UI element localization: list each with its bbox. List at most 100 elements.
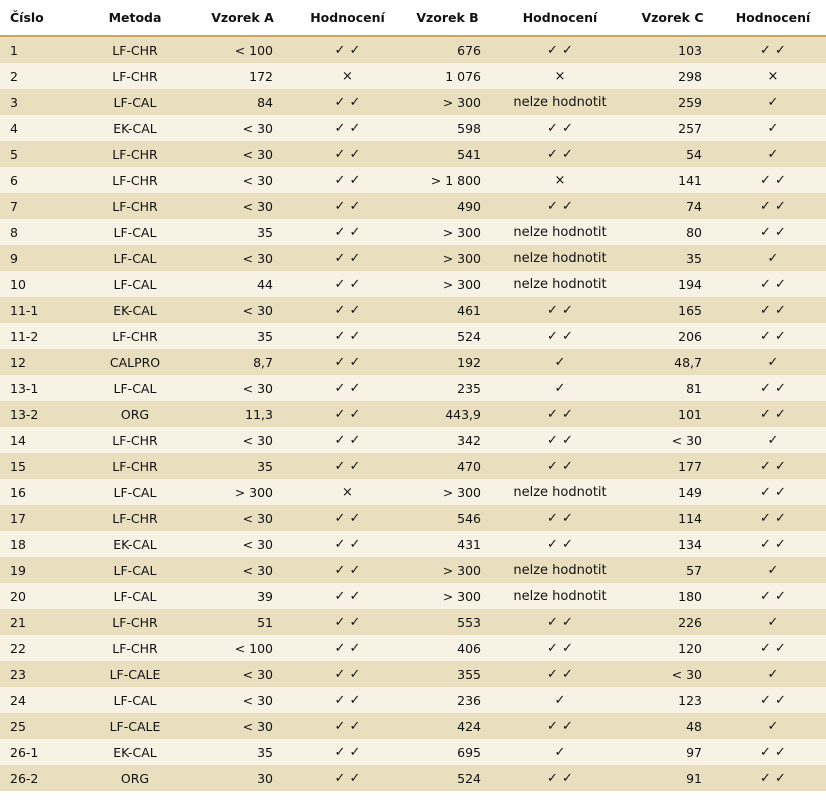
cell-vzorek-b: 553	[400, 609, 495, 635]
cell-hodnoceni-b: ✓ ✓	[495, 713, 625, 739]
cell-vzorek-a: 39	[190, 583, 295, 609]
table-row: 21 LF-CHR 51 ✓ ✓ 553 ✓ ✓ 226 ✓	[0, 609, 826, 635]
table-row: 17 LF-CHR < 30 ✓ ✓ 546 ✓ ✓ 114 ✓ ✓	[0, 505, 826, 531]
table-row: 3 LF-CAL 84 ✓ ✓ > 300 nelze hodnotit 259 ✓	[0, 89, 826, 115]
cell-vzorek-a: < 30	[190, 687, 295, 713]
cell-hodnoceni-c: ✓ ✓	[720, 193, 826, 219]
cell-hodnoceni-b: nelze hodnotit	[495, 557, 625, 583]
cell-vzorek-a: < 30	[190, 505, 295, 531]
cell-vzorek-b: > 300	[400, 479, 495, 505]
cell-hodnoceni-a: ✓ ✓	[295, 635, 400, 661]
cell-cislo: 13-1	[0, 375, 80, 401]
cell-cislo: 19	[0, 557, 80, 583]
cell-hodnoceni-c: ✓ ✓	[720, 531, 826, 557]
header-hodnoceni-c: Hodnocení	[720, 0, 826, 37]
table-row: 25 LF-CALE < 30 ✓ ✓ 424 ✓ ✓ 48 ✓	[0, 713, 826, 739]
cell-cislo: 13-2	[0, 401, 80, 427]
cell-hodnoceni-b: nelze hodnotit	[495, 245, 625, 271]
cell-vzorek-c: 81	[625, 375, 720, 401]
cell-hodnoceni-c: ✓ ✓	[720, 765, 826, 791]
cell-hodnoceni-a: ✓ ✓	[295, 219, 400, 245]
cell-metoda: LF-CAL	[80, 245, 190, 271]
cell-hodnoceni-a: ✓ ✓	[295, 193, 400, 219]
cell-hodnoceni-b: ✓	[495, 739, 625, 765]
cell-vzorek-c: 97	[625, 739, 720, 765]
cell-vzorek-a: 8,7	[190, 349, 295, 375]
cell-vzorek-b: 342	[400, 427, 495, 453]
cell-vzorek-b: > 300	[400, 583, 495, 609]
cell-hodnoceni-b: ✓ ✓	[495, 323, 625, 349]
cell-vzorek-c: 74	[625, 193, 720, 219]
cell-hodnoceni-a: ×	[295, 479, 400, 505]
cell-vzorek-a: < 30	[190, 661, 295, 687]
cell-vzorek-c: 35	[625, 245, 720, 271]
cell-metoda: LF-CAL	[80, 271, 190, 297]
cell-vzorek-a: < 30	[190, 245, 295, 271]
cell-cislo: 15	[0, 453, 80, 479]
cell-hodnoceni-b: ✓ ✓	[495, 661, 625, 687]
cell-hodnoceni-b: nelze hodnotit	[495, 219, 625, 245]
cell-hodnoceni-b: ✓ ✓	[495, 765, 625, 791]
header-vzorek-c: Vzorek C	[625, 0, 720, 37]
table-row: 11-2 LF-CHR 35 ✓ ✓ 524 ✓ ✓ 206 ✓ ✓	[0, 323, 826, 349]
cell-vzorek-c: 180	[625, 583, 720, 609]
header-metoda: Metoda	[80, 0, 190, 37]
cell-vzorek-c: 120	[625, 635, 720, 661]
cell-vzorek-b: 236	[400, 687, 495, 713]
cell-metoda: ORG	[80, 765, 190, 791]
cell-hodnoceni-b: nelze hodnotit	[495, 479, 625, 505]
cell-hodnoceni-a: ✓ ✓	[295, 349, 400, 375]
cell-cislo: 17	[0, 505, 80, 531]
cell-metoda: LF-CHR	[80, 427, 190, 453]
cell-cislo: 21	[0, 609, 80, 635]
table-row: 1 LF-CHR < 100 ✓ ✓ 676 ✓ ✓ 103 ✓ ✓	[0, 36, 826, 63]
cell-vzorek-c: 194	[625, 271, 720, 297]
cell-vzorek-c: 48	[625, 713, 720, 739]
cell-hodnoceni-c: ✓ ✓	[720, 453, 826, 479]
cell-cislo: 8	[0, 219, 80, 245]
cell-hodnoceni-a: ✓ ✓	[295, 583, 400, 609]
cell-cislo: 14	[0, 427, 80, 453]
cell-cislo: 9	[0, 245, 80, 271]
cell-vzorek-b: > 300	[400, 245, 495, 271]
cell-vzorek-b: 406	[400, 635, 495, 661]
cell-metoda: EK-CAL	[80, 115, 190, 141]
cell-hodnoceni-b: ✓ ✓	[495, 115, 625, 141]
cell-vzorek-c: 123	[625, 687, 720, 713]
cell-vzorek-b: 1 076	[400, 63, 495, 89]
cell-vzorek-c: 57	[625, 557, 720, 583]
table-row: 6 LF-CHR < 30 ✓ ✓ > 1 800 × 141 ✓ ✓	[0, 167, 826, 193]
cell-hodnoceni-b: ×	[495, 167, 625, 193]
cell-hodnoceni-b: ✓ ✓	[495, 635, 625, 661]
cell-vzorek-b: > 300	[400, 271, 495, 297]
cell-hodnoceni-a: ✓ ✓	[295, 375, 400, 401]
cell-hodnoceni-a: ✓ ✓	[295, 453, 400, 479]
cell-vzorek-a: < 30	[190, 375, 295, 401]
cell-hodnoceni-a: ✓ ✓	[295, 271, 400, 297]
cell-vzorek-a: < 30	[190, 297, 295, 323]
cell-hodnoceni-a: ✓ ✓	[295, 115, 400, 141]
table-row: 26-2 ORG 30 ✓ ✓ 524 ✓ ✓ 91 ✓ ✓	[0, 765, 826, 791]
cell-hodnoceni-c: ✓ ✓	[720, 297, 826, 323]
cell-hodnoceni-c: ✓ ✓	[720, 739, 826, 765]
cell-vzorek-a: 35	[190, 219, 295, 245]
cell-hodnoceni-c: ✓ ✓	[720, 167, 826, 193]
header-cislo: Číslo	[0, 0, 80, 37]
cell-hodnoceni-a: ✓ ✓	[295, 297, 400, 323]
cell-hodnoceni-c: ✓	[720, 661, 826, 687]
cell-vzorek-c: 149	[625, 479, 720, 505]
cell-vzorek-c: < 30	[625, 427, 720, 453]
table-row: 26-1 EK-CAL 35 ✓ ✓ 695 ✓ 97 ✓ ✓	[0, 739, 826, 765]
cell-vzorek-a: < 30	[190, 713, 295, 739]
cell-vzorek-b: 235	[400, 375, 495, 401]
cell-vzorek-b: 524	[400, 765, 495, 791]
cell-hodnoceni-b: ✓ ✓	[495, 505, 625, 531]
cell-metoda: EK-CAL	[80, 739, 190, 765]
cell-hodnoceni-c: ✓ ✓	[720, 401, 826, 427]
cell-hodnoceni-c: ✓ ✓	[720, 271, 826, 297]
cell-vzorek-c: 206	[625, 323, 720, 349]
header-vzorek-b: Vzorek B	[400, 0, 495, 37]
cell-vzorek-a: 172	[190, 63, 295, 89]
cell-hodnoceni-a: ✓ ✓	[295, 713, 400, 739]
cell-vzorek-c: 91	[625, 765, 720, 791]
